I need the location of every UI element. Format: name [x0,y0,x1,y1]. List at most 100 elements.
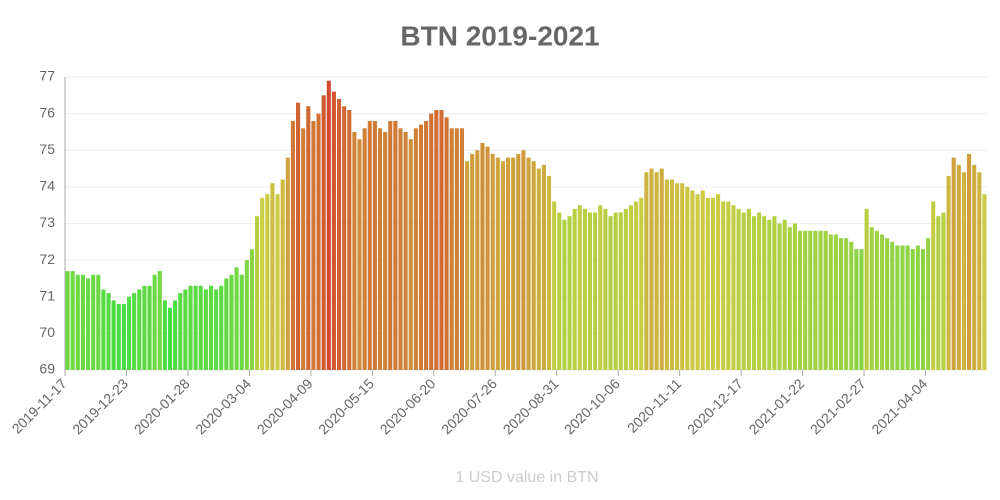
bar [126,296,132,370]
bar [418,124,424,370]
bar [557,212,562,370]
bar [388,120,393,370]
bar [352,131,357,370]
bar [316,113,321,370]
bar [321,95,326,370]
y-tick-label: 73 [39,214,55,230]
bar [255,216,260,370]
bar [470,153,475,370]
bar [516,153,521,370]
bar [500,161,505,370]
bar [260,197,265,370]
bar [275,194,280,370]
bar [80,274,85,370]
bar [849,241,854,370]
bar [173,300,178,370]
bar [823,230,828,370]
bar [219,285,224,370]
bar [367,120,372,370]
bar [285,157,290,370]
x-tick-label: 2020-12-17 [684,375,746,437]
bar [746,208,751,370]
bar [587,212,593,370]
bar [710,197,716,370]
bar [751,216,756,370]
y-tick-label: 77 [39,68,55,84]
bar [362,128,367,370]
bar [716,194,721,370]
bar [429,113,434,370]
bar [357,139,362,370]
bar [413,128,418,370]
bar [931,201,936,370]
bar [142,285,147,370]
bar [495,157,500,370]
bar [726,201,731,370]
bar [869,227,874,370]
bar [454,128,459,370]
bar [905,245,910,370]
bar [941,212,946,370]
x-tick-label: 2019-12-23 [69,375,131,437]
bar [582,208,587,370]
bar [741,212,746,370]
bar [680,183,685,370]
bar [721,201,726,370]
bar [685,186,690,370]
bar [280,179,285,370]
bar [547,175,552,370]
bar [634,201,639,370]
bar [270,183,275,370]
bar [613,212,618,370]
bar [193,285,198,370]
bar [572,208,577,370]
bar [762,216,767,370]
x-tick-label: 2020-05-15 [315,375,377,437]
bar [162,300,167,370]
bar [506,157,511,370]
bar [598,205,603,370]
bar [536,168,541,370]
bar [408,139,413,370]
x-tick-label: 2021-01-22 [745,375,807,437]
bar [65,271,70,370]
bar [347,109,352,371]
bar [700,190,705,370]
bar [480,142,485,370]
x-tick-label: 2020-10-06 [561,375,623,437]
bar [444,117,449,370]
bar [290,120,295,370]
bar [511,157,516,370]
bar [183,289,188,370]
y-tick-label: 75 [39,141,55,157]
bar [808,230,813,370]
bar [920,249,926,370]
bar [956,164,961,370]
bar [403,131,408,370]
bar [541,164,546,370]
bar [229,274,234,370]
bar [372,120,377,370]
bar [152,274,157,370]
bar [224,278,229,370]
bar [116,304,121,370]
bar [562,219,567,370]
bar [977,172,982,370]
bar [982,194,987,370]
bar [342,106,347,371]
x-tick-label: 2019-11-17 [9,375,70,436]
bar [485,146,490,370]
bar [854,249,859,370]
y-tick-label: 72 [39,251,55,267]
bar [900,245,905,370]
chart-title: BTN 2019-2021 [400,20,599,51]
bar [890,241,895,370]
bar [695,194,700,370]
bar [593,212,598,370]
bar [936,216,941,370]
x-tick-label: 2021-04-04 [868,375,930,437]
bar [106,293,111,370]
bar [265,194,270,370]
bar [618,212,623,370]
